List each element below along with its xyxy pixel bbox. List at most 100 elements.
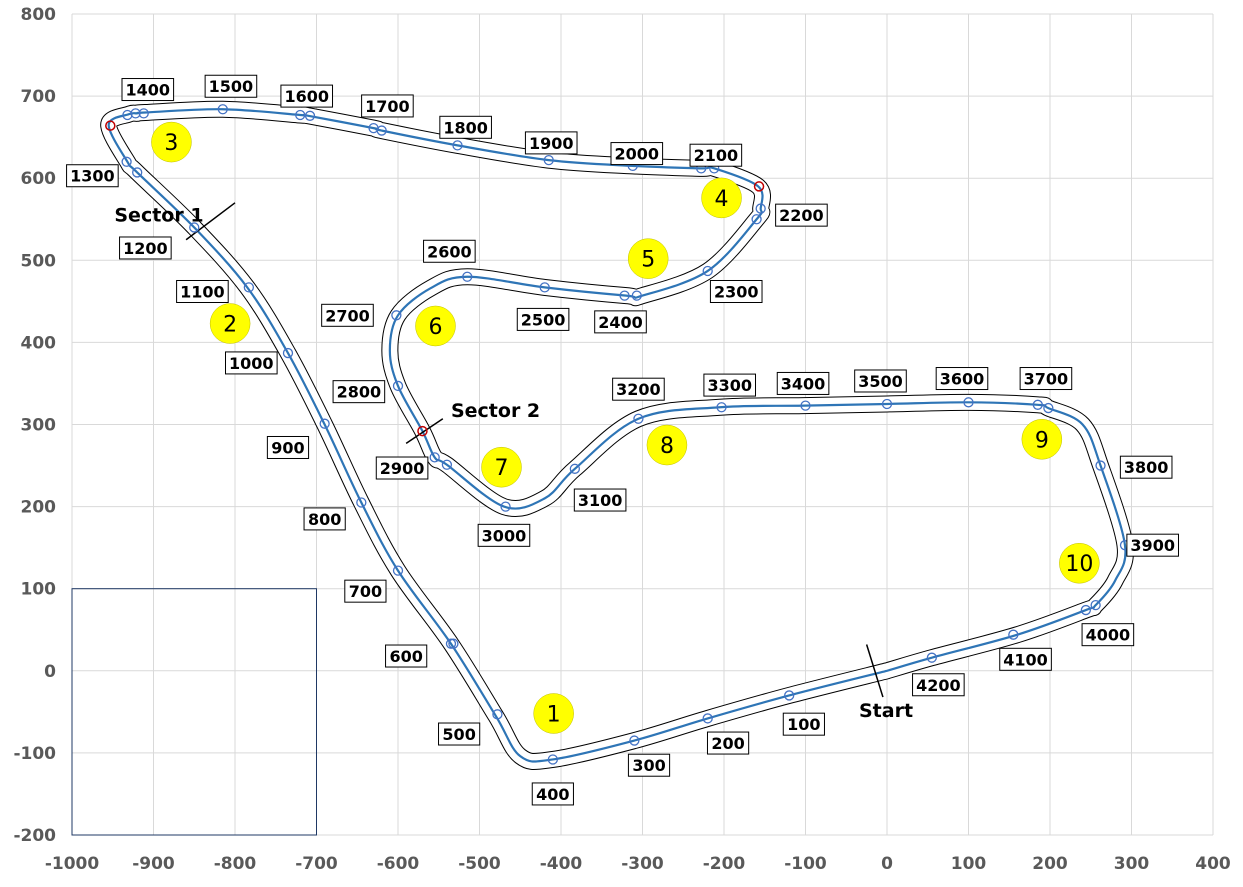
distance-label-box	[782, 712, 825, 736]
distance-label-box	[303, 507, 346, 531]
distance-label: 3700	[1019, 367, 1073, 391]
x-tick-label: 400	[1195, 854, 1231, 874]
x-tick-label: 100	[951, 854, 987, 874]
distance-label-box	[204, 74, 258, 98]
x-tick-label: -800	[214, 854, 257, 874]
distance-label-box	[935, 367, 989, 391]
distance-label: 400	[531, 782, 574, 806]
distance-label: 3900	[1126, 533, 1179, 557]
corner-badge: 6	[415, 305, 456, 347]
distance-markers	[105, 104, 1131, 765]
distance-label: 200	[706, 731, 750, 755]
distance-label-box	[854, 369, 907, 393]
distance-label-box	[375, 456, 429, 480]
distance-label: 2600	[423, 239, 476, 263]
corner-badge: 4	[701, 177, 742, 219]
y-tick-label: 700	[21, 87, 57, 107]
distance-label: 3200	[612, 377, 665, 401]
corner-number: 7	[495, 456, 509, 481]
distance-marker	[295, 109, 306, 121]
distance-label-text: 3000	[482, 526, 527, 545]
distance-label: 2400	[594, 310, 647, 334]
corner-number: 5	[641, 248, 655, 273]
distance-label-text: 2300	[714, 282, 759, 301]
distance-marker	[629, 735, 640, 746]
distance-label-text: 500	[442, 725, 475, 744]
corner-circle	[481, 446, 522, 488]
distance-label: 1300	[66, 164, 119, 188]
corner-circle	[151, 121, 192, 163]
track	[100, 100, 1134, 771]
distance-label-box	[225, 351, 278, 375]
distance-label-box	[775, 203, 828, 227]
inset-box	[71, 588, 317, 836]
distance-label-box	[423, 239, 476, 263]
distance-label-text: 600	[389, 647, 422, 666]
distance-label: 800	[303, 507, 346, 531]
distance-label: 900	[266, 435, 310, 459]
corner-badge: 5	[627, 238, 669, 279]
distance-label: 1200	[119, 236, 172, 260]
distance-label-text: 1200	[123, 239, 168, 258]
x-tick-label: -900	[132, 854, 175, 874]
distance-label: 2900	[375, 456, 429, 480]
distance-label-box	[66, 164, 119, 188]
distance-label-box	[703, 373, 757, 397]
distance-marker	[926, 652, 937, 663]
distance-marker	[1080, 604, 1092, 616]
corner-circle	[533, 693, 574, 734]
sector-2-line	[405, 418, 444, 445]
distance-label-box	[1019, 367, 1073, 391]
corner-number: 8	[660, 434, 674, 459]
distance-label-text: 2100	[694, 146, 739, 165]
corner-circle	[701, 177, 742, 219]
corner-badge: 3	[151, 121, 192, 163]
corner-badge: 8	[646, 424, 688, 466]
distance-label-box	[709, 279, 763, 303]
distance-marker	[376, 125, 387, 136]
distance-label: 3500	[854, 369, 907, 393]
distance-marker	[392, 380, 404, 392]
distance-label-box	[439, 115, 492, 139]
distance-label: 2100	[689, 143, 743, 167]
corner-badge: 10	[1059, 542, 1100, 584]
distance-marker	[452, 140, 463, 151]
distance-label-text: 1400	[126, 81, 171, 100]
corner-badge: 9	[1021, 419, 1063, 460]
distance-label: 4100	[999, 647, 1052, 671]
y-tick-label: 600	[21, 169, 57, 189]
distance-label-box	[477, 523, 531, 547]
distance-label-box	[361, 94, 414, 118]
distance-marker	[189, 222, 200, 233]
distance-marker	[130, 108, 141, 119]
corner-circle	[646, 424, 688, 466]
distance-label: 4200	[912, 673, 965, 697]
distance-label-text: 2400	[598, 313, 643, 332]
distance-label-box	[332, 380, 386, 404]
distance-label-text: 1100	[180, 282, 225, 301]
corner-badges: 1 2 3 4 5 6 7 8 9 10	[151, 121, 1100, 734]
distance-marker	[800, 400, 811, 411]
corner-badge: 7	[481, 446, 522, 488]
distance-label-text: 3300	[707, 376, 752, 395]
x-tick-label: -500	[458, 854, 501, 874]
distance-label-text: 2500	[521, 310, 566, 329]
corner-number: 10	[1065, 552, 1093, 577]
distance-label-text: 2700	[325, 306, 370, 325]
distance-label-box	[776, 371, 830, 395]
distance-label: 2700	[321, 303, 374, 327]
distance-label-text: 2000	[615, 145, 660, 164]
distance-marker	[500, 501, 511, 512]
distance-label: 1800	[439, 115, 492, 139]
y-tick-label: -100	[13, 744, 56, 764]
distance-label-box	[594, 310, 647, 334]
distance-label-text: 3700	[1024, 370, 1069, 389]
distance-label-text: 4100	[1003, 650, 1048, 669]
distance-marker	[448, 638, 459, 649]
sector-1-line	[185, 202, 236, 241]
distance-label: 3800	[1119, 455, 1173, 479]
x-tick-label: 200	[1032, 854, 1068, 874]
corner-number: 2	[223, 313, 237, 338]
distance-label-box	[176, 279, 229, 303]
